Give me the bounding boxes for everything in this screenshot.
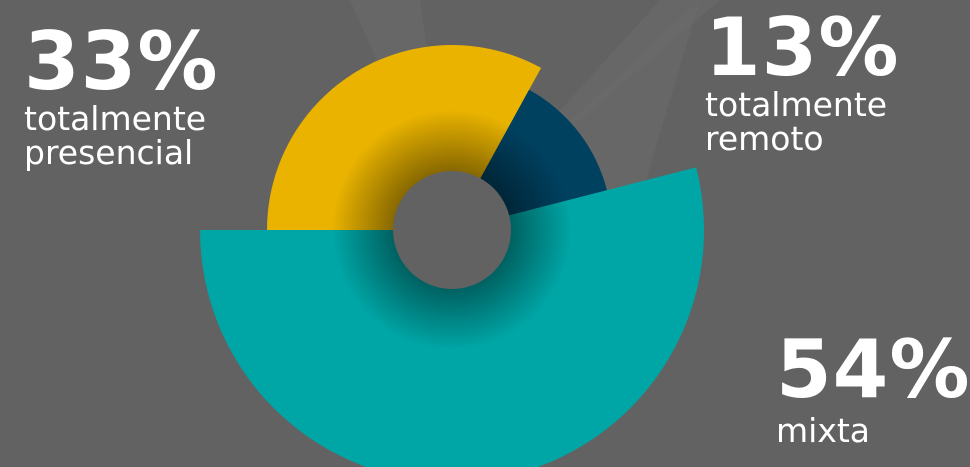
slice-label-presencial: 33% totalmente presencial	[24, 22, 218, 170]
slice-pct-mixta: 54%	[776, 323, 970, 416]
slice-label-mixta: 54% mixta	[776, 330, 970, 448]
slice-desc-presencial-line1: totalmente	[24, 99, 207, 138]
slice-desc-remoto-line2: remoto	[705, 119, 824, 158]
slice-pct-presencial: 33%	[24, 15, 219, 108]
slice-desc-presencial-line2: presencial	[24, 133, 194, 172]
slice-desc-mixta: mixta	[776, 411, 871, 450]
slice-label-remoto: 13% totalmente remoto	[705, 8, 899, 156]
slice-desc-remoto-line1: totalmente	[705, 85, 888, 124]
donut-hole	[393, 171, 511, 289]
slice-pct-remoto: 13%	[705, 1, 900, 94]
